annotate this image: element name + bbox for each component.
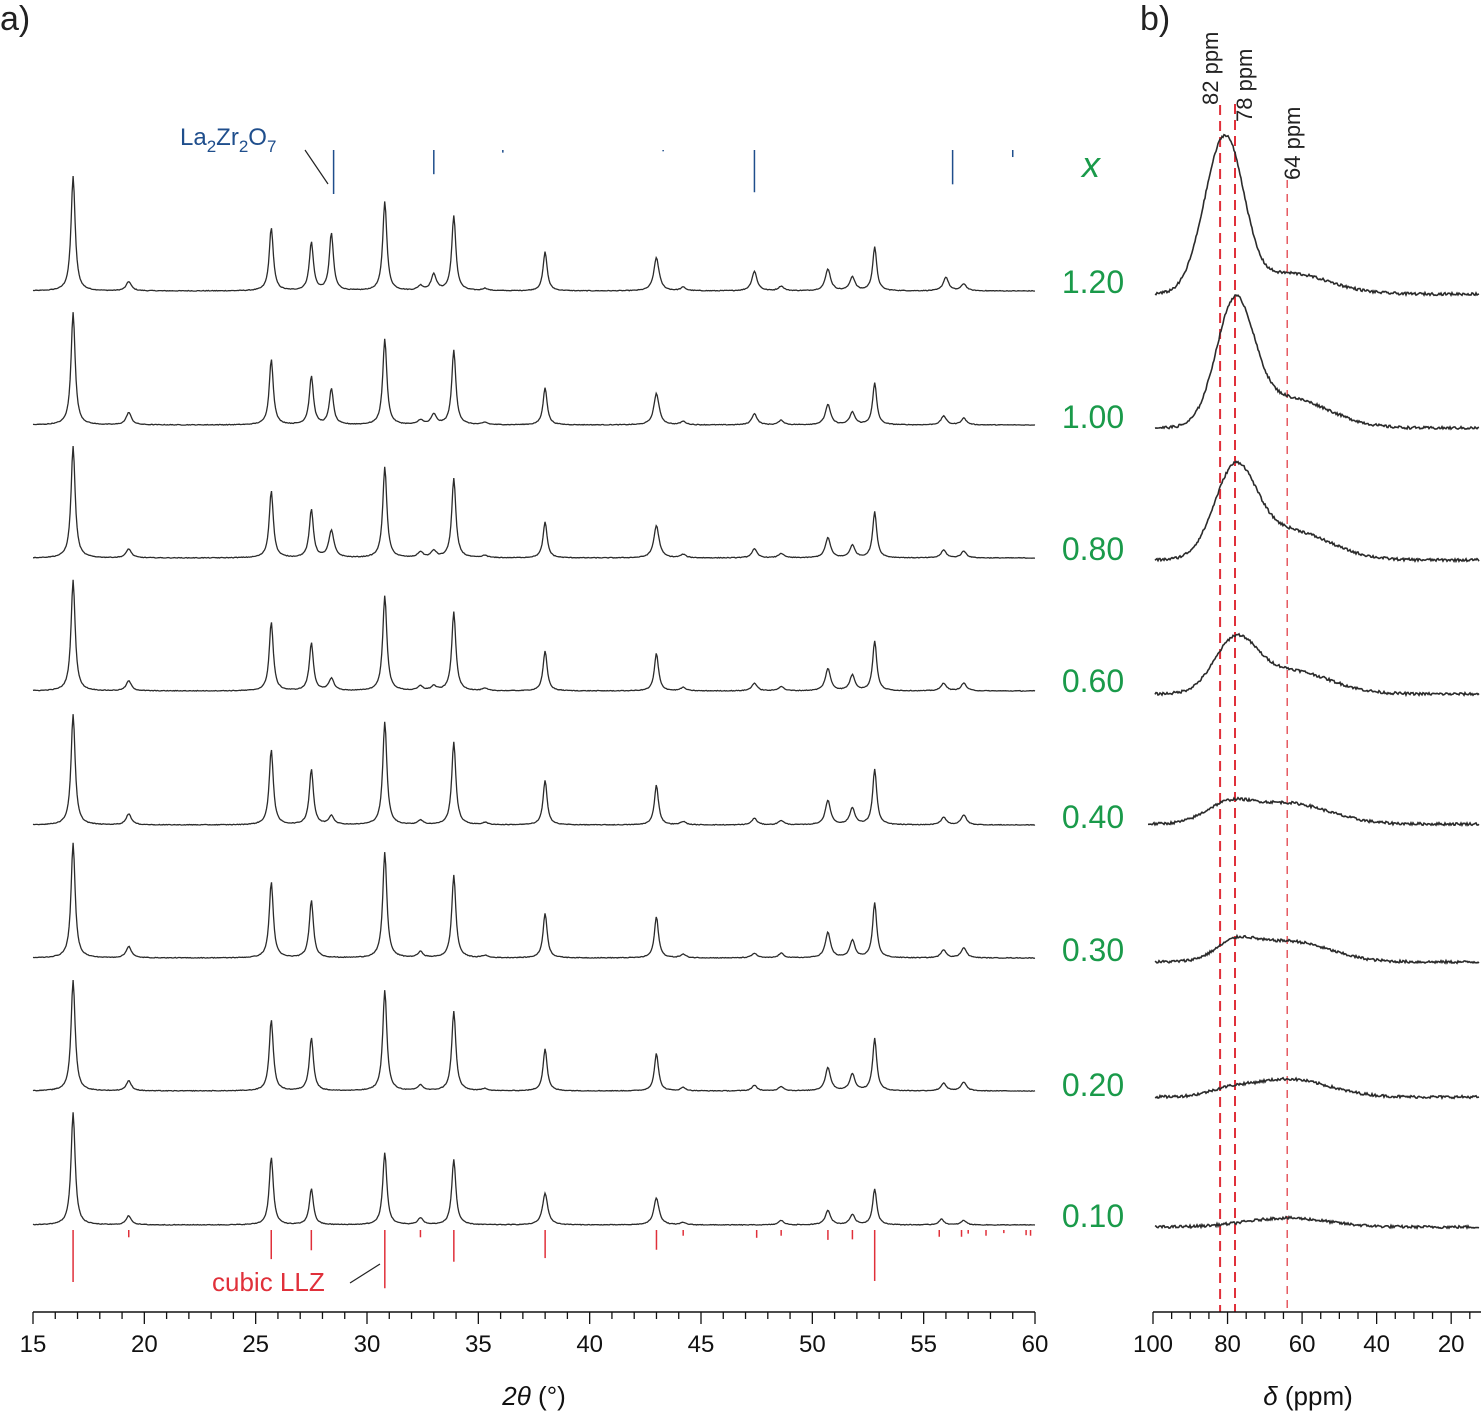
xrd-x-axis: 15 20 25 30 35 40 45 50 55 60 [20,1311,1049,1358]
nmr-tick-label: 80 [1214,1331,1241,1358]
nmr-traces [1148,133,1480,1231]
nmr-tick-label: 60 [1289,1331,1316,1358]
xrd-series-line [32,312,1036,427]
xrd-tick-label: 15 [20,1331,47,1358]
composition-label: 0.80 [1062,531,1124,567]
nmr-x-axis-title: δ (ppm) [1263,1381,1353,1411]
nmr-tick-label: 20 [1438,1331,1465,1358]
xrd-tick-label: 50 [799,1331,826,1358]
nmr-series-line [1154,933,1480,965]
xrd-series-line [32,445,1035,559]
nmr-reference-label: 82 ppm [1198,32,1223,105]
composition-label: 0.20 [1062,1067,1124,1103]
xrd-series-line [32,979,1036,1092]
composition-label: 0.30 [1062,932,1124,968]
nmr-reference-label: 78 ppm [1232,49,1257,122]
llz-label: cubic LLZ [212,1267,325,1297]
composition-label: 0.10 [1062,1198,1124,1234]
xrd-reference-peaks: La2Zr2O7 cubic LLZ [72,124,1032,1297]
xrd-tick-label: 20 [131,1331,158,1358]
xrd-tick-label: 25 [242,1331,269,1358]
xrd-tick-label: 60 [1022,1331,1049,1358]
xrd-tick-label: 40 [576,1331,603,1358]
panel-a-label: a) [0,0,30,38]
nmr-series-line [1154,133,1480,298]
panel-b-label: b) [1140,0,1170,38]
xrd-x-axis-title: 2θ (°) [501,1381,566,1411]
composition-labels: x 1.20 1.00 0.80 0.60 0.40 0.30 0.20 0.10 [1062,144,1124,1234]
nmr-reference-lines: 82 ppm 78 ppm 64 ppm [1198,32,1305,1312]
xrd-series-line [32,175,1036,292]
composition-label: 0.40 [1062,799,1124,835]
xrd-series-line [32,1112,1036,1226]
nmr-series-line [1154,632,1480,698]
composition-label: 1.20 [1062,264,1124,300]
la2zr2o7-leader-line [304,149,329,185]
xrd-series-line [32,579,1036,692]
xrd-tick-label: 30 [354,1331,381,1358]
xrd-series-line [32,714,1036,826]
nmr-series-line [1154,294,1480,431]
xrd-traces [32,175,1036,1226]
nmr-x-axis: 100 80 60 40 20 [1133,1311,1481,1358]
nmr-tick-label: 40 [1363,1331,1390,1358]
nmr-series-line [1154,1076,1480,1100]
nmr-series-line [1154,460,1480,564]
llz-leader-line [349,1263,381,1284]
nmr-series-line [1154,1215,1480,1231]
composition-header: x [1080,144,1102,185]
composition-label: 0.60 [1062,663,1124,699]
xrd-tick-label: 55 [910,1331,937,1358]
composition-label: 1.00 [1062,399,1124,435]
xrd-tick-label: 45 [688,1331,715,1358]
la2zr2o7-label: La2Zr2O7 [180,124,276,156]
panel-b-nmr: b) 82 ppm 78 ppm 64 ppm 100 80 60 40 20 δ (ppm… [1133,0,1481,1411]
xrd-tick-label: 35 [465,1331,492,1358]
xrd-series-line [32,842,1036,960]
nmr-series-line [1148,796,1480,827]
nmr-reference-label: 64 ppm [1280,107,1305,180]
nmr-tick-label: 100 [1133,1331,1173,1358]
panel-a-xrd: a) La2Zr2O7 cubic LLZ 15 20 25 30 35 40 45 50 55 6… [0,0,1124,1411]
